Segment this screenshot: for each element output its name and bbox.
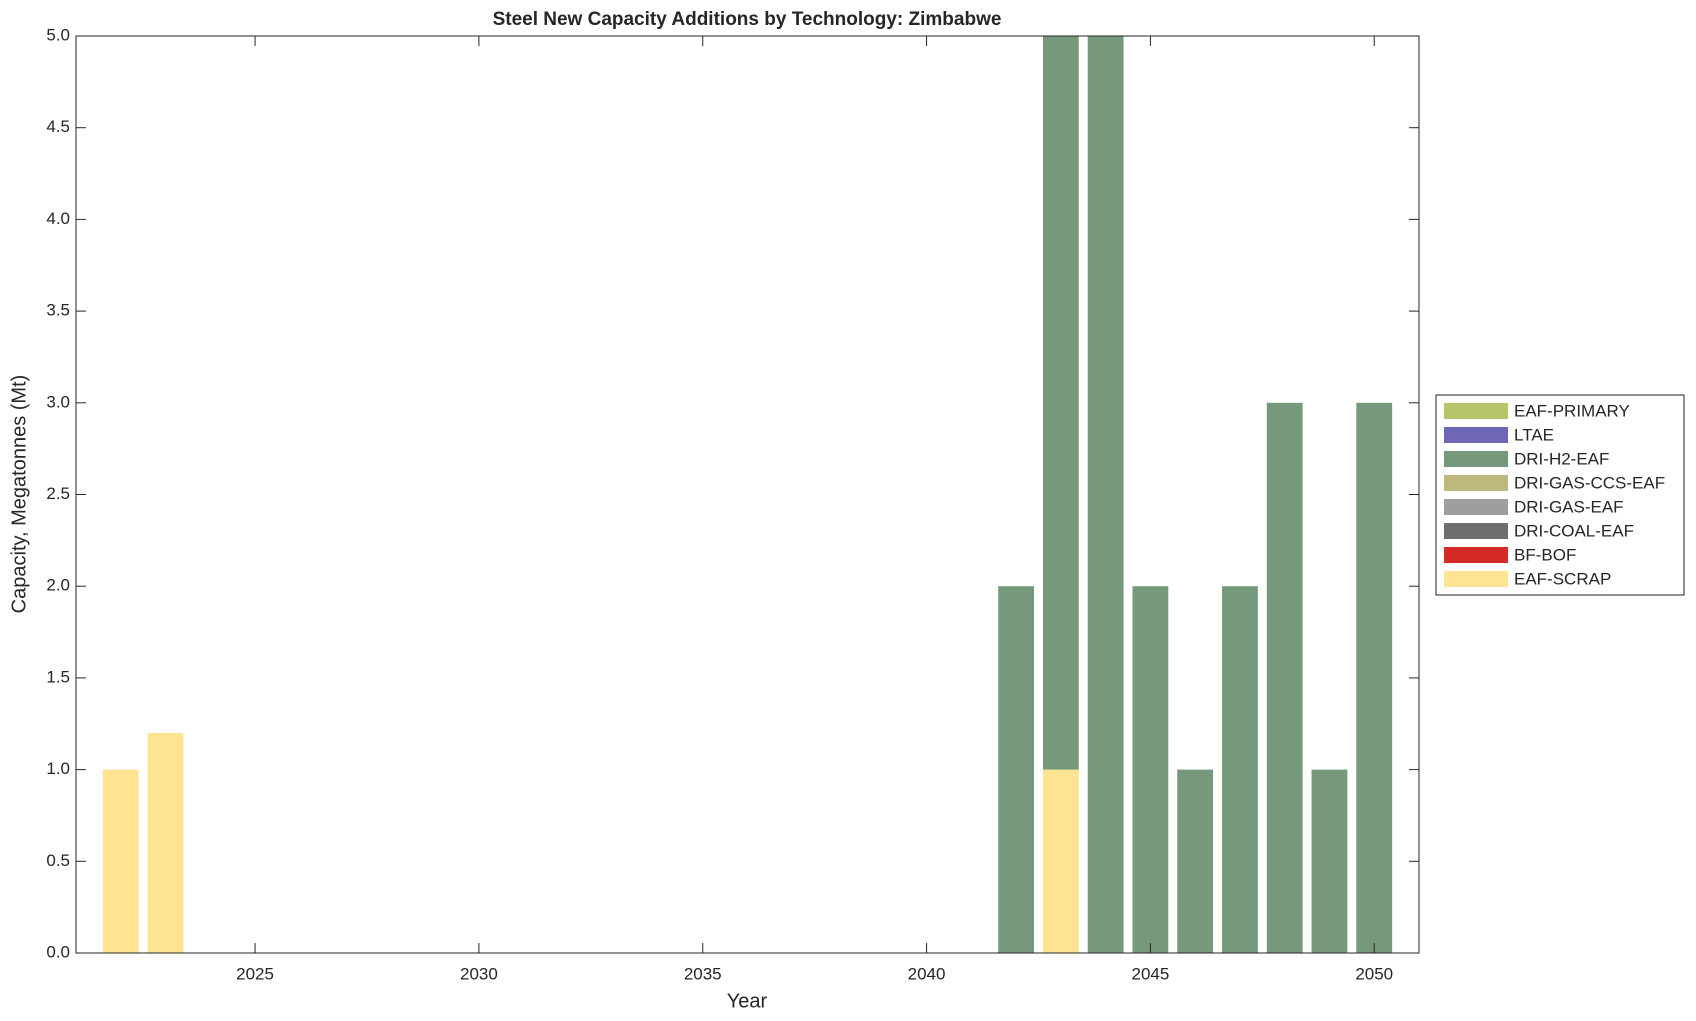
y-tick-label: 0.0 (46, 942, 70, 961)
y-tick-label: 0.5 (46, 851, 70, 870)
bars (102, 36, 1393, 953)
chart-title: Steel New Capacity Additions by Technolo… (493, 9, 1002, 30)
legend-swatch (1444, 547, 1508, 563)
legend-label: DRI-GAS-CCS-EAF (1514, 473, 1665, 492)
legend-swatch (1444, 523, 1508, 539)
y-axis-label: Capacity, Megatonnes (Mt) (8, 375, 30, 614)
legend-label: EAF-SCRAP (1514, 569, 1611, 588)
x-tick-label: 2050 (1355, 964, 1393, 983)
y-tick-label: 2.0 (46, 576, 70, 595)
bar-segment (102, 769, 139, 953)
y-tick-label: 1.0 (46, 759, 70, 778)
legend-swatch (1444, 427, 1508, 443)
legend-label: DRI-H2-EAF (1514, 449, 1609, 468)
legend-label: EAF-PRIMARY (1514, 401, 1630, 420)
bar-segment (1042, 36, 1079, 770)
legend-box (1435, 394, 1685, 596)
x-tick-label: 2045 (1131, 964, 1169, 983)
x-tick-label: 2030 (460, 964, 498, 983)
bar-segment (1087, 36, 1124, 953)
legend-swatch (1444, 403, 1508, 419)
y-tick-label: 4.5 (46, 117, 70, 136)
legend-swatch (1444, 475, 1508, 491)
legend-swatch (1444, 499, 1508, 515)
bar-segment (1132, 586, 1169, 953)
legend-label: DRI-COAL-EAF (1514, 521, 1634, 540)
bar-segment (1356, 402, 1393, 953)
bar-segment (1042, 769, 1079, 953)
y-tick-label: 4.0 (46, 209, 70, 228)
y-tick-label: 3.5 (46, 301, 70, 320)
legend-swatch (1444, 571, 1508, 587)
x-tick-label: 2035 (684, 964, 722, 983)
legend-label: BF-BOF (1514, 545, 1576, 564)
bar-segment (1311, 769, 1348, 953)
y-tick-label: 3.0 (46, 392, 70, 411)
bar-segment (147, 732, 184, 953)
y-tick-label: 1.5 (46, 667, 70, 686)
bar-segment (1266, 402, 1303, 953)
y-tick-label: 5.0 (46, 25, 70, 44)
x-tick-label: 2025 (236, 964, 274, 983)
bar-segment (1177, 769, 1214, 953)
plot-frame (75, 35, 1420, 954)
x-axis-label: Year (727, 990, 768, 1012)
bar-segment (1222, 586, 1258, 953)
legend-label: DRI-GAS-EAF (1514, 497, 1624, 516)
bar-segment (998, 586, 1035, 953)
legend-swatch (1444, 451, 1508, 467)
y-tick-label: 2.5 (46, 484, 70, 503)
legend-label: LTAE (1514, 425, 1554, 444)
x-tick-label: 2040 (908, 964, 946, 983)
